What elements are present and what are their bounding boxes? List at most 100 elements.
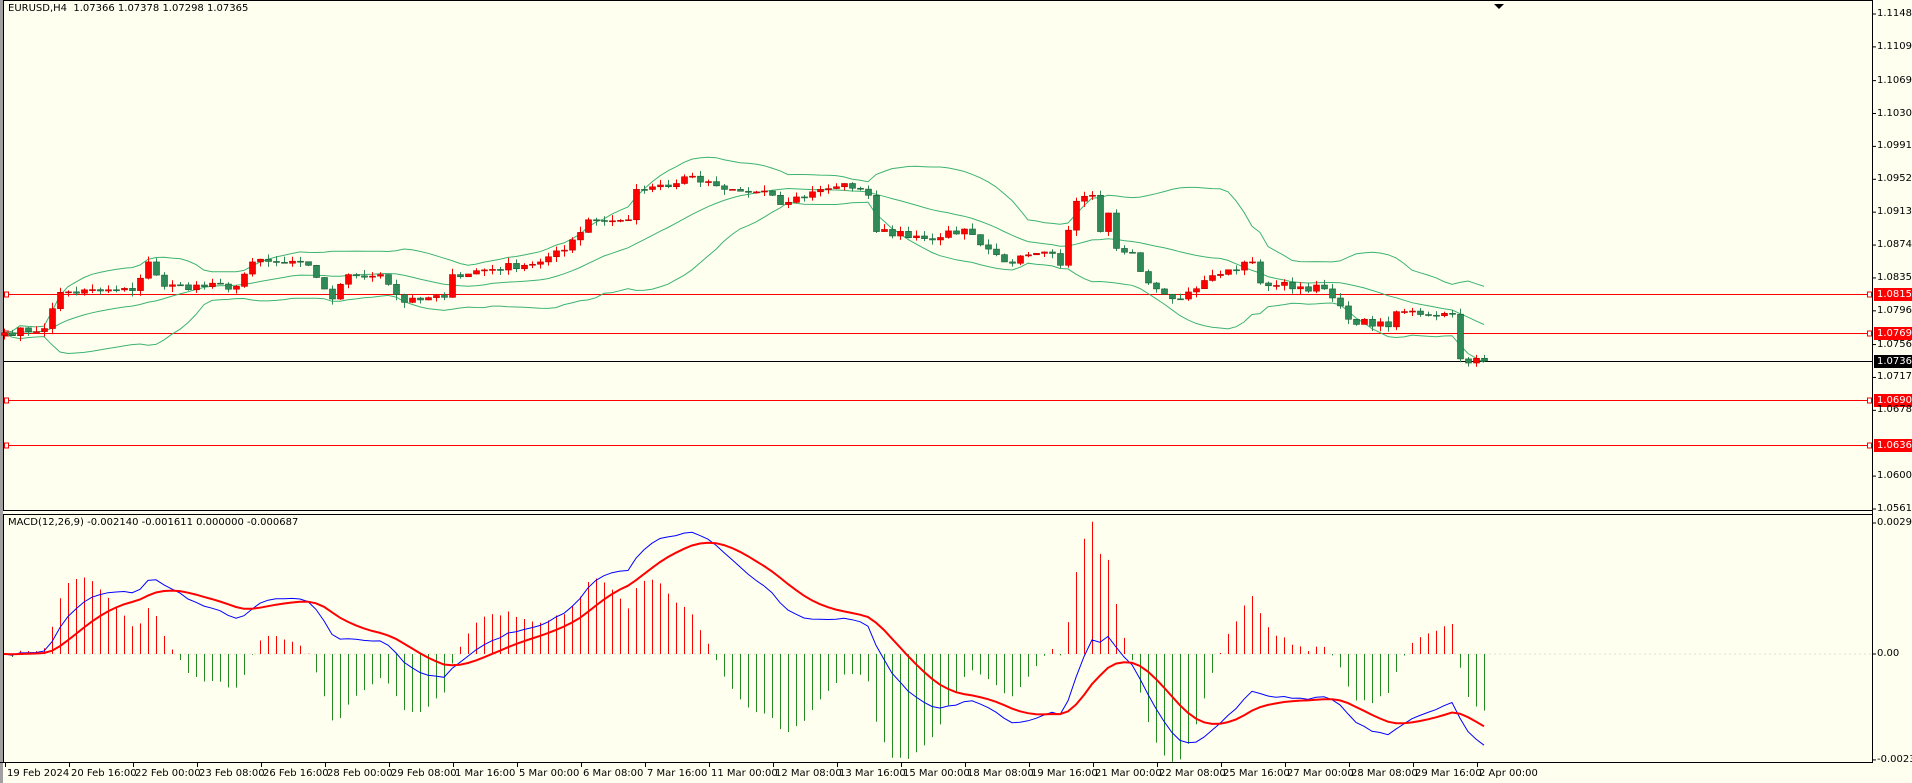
- time-axis-label: 6 Mar 08:00: [583, 768, 644, 779]
- candle: [1049, 251, 1056, 254]
- candle: [977, 234, 984, 246]
- candle: [609, 220, 616, 223]
- candle: [1385, 321, 1392, 328]
- candle: [921, 235, 928, 239]
- candle: [769, 190, 776, 196]
- price-axis-label: 1.08740: [1877, 239, 1912, 251]
- candle: [433, 295, 440, 298]
- candle: [361, 275, 368, 278]
- candle: [761, 190, 768, 193]
- time-axis-label: 28 Feb 00:00: [327, 768, 393, 779]
- candle: [665, 184, 672, 188]
- candle: [825, 188, 832, 190]
- candle: [1201, 280, 1208, 289]
- candle: [1233, 269, 1240, 272]
- candle: [785, 202, 792, 205]
- candle: [1433, 314, 1440, 317]
- candle: [1137, 252, 1144, 272]
- time-axis-tick: [965, 762, 966, 767]
- candle: [353, 274, 360, 277]
- time-axis-label: 19 Feb 2024: [7, 768, 70, 779]
- candle: [1313, 284, 1320, 292]
- candle: [1321, 284, 1328, 290]
- candle: [753, 191, 760, 194]
- level-price-tag: 1.06365: [1874, 438, 1912, 452]
- candle: [1169, 293, 1176, 300]
- candle: [969, 228, 976, 235]
- candle: [777, 195, 784, 205]
- bollinger-upper-band: [3, 156, 1485, 334]
- candle: [1177, 298, 1184, 301]
- candle: [1241, 261, 1248, 271]
- price-axis-label: 1.07170: [1877, 371, 1912, 383]
- candle: [201, 284, 208, 287]
- candle: [601, 220, 608, 222]
- time-axis-tick: [389, 762, 390, 767]
- time-axis-tick: [773, 762, 774, 767]
- candle: [305, 261, 312, 266]
- level-anchor-handle: [1867, 291, 1872, 298]
- candle: [809, 191, 816, 198]
- candle: [1025, 254, 1032, 257]
- candle: [57, 291, 64, 309]
- time-axis-label: 7 Mar 16:00: [647, 768, 708, 779]
- candle: [1441, 313, 1448, 316]
- candle: [473, 270, 480, 275]
- time-axis-tick: [325, 762, 326, 767]
- candle: [313, 264, 320, 278]
- candle: [985, 244, 992, 250]
- level-anchor-handle: [1867, 330, 1872, 337]
- time-axis-label: 2 Apr 00:00: [1479, 768, 1538, 779]
- time-axis-label: 13 Mar 16:00: [839, 768, 906, 779]
- candle: [1473, 357, 1480, 364]
- time-axis-tick: [5, 762, 6, 767]
- time-axis-tick: [1093, 762, 1094, 767]
- time-axis-tick: [1477, 762, 1478, 767]
- candle: [1065, 229, 1072, 266]
- candle: [17, 327, 24, 337]
- candle: [1129, 251, 1136, 254]
- current-price-tag: 1.07365: [1874, 354, 1912, 368]
- candle: [1425, 314, 1432, 316]
- time-axis-label: 23 Feb 08:00: [199, 768, 265, 779]
- time-axis-tick: [581, 762, 582, 767]
- candle: [641, 189, 648, 191]
- candle: [137, 277, 144, 291]
- candle: [65, 291, 72, 294]
- candle: [297, 260, 304, 263]
- time-axis-tick: [1157, 762, 1158, 767]
- candle: [1193, 288, 1200, 293]
- candle: [49, 308, 56, 329]
- candle: [721, 185, 728, 190]
- time-axis-label: 12 Mar 08:00: [775, 768, 842, 779]
- time-axis-label: 28 Mar 08:00: [1351, 768, 1418, 779]
- candle: [1009, 261, 1016, 264]
- candle: [1105, 212, 1112, 232]
- candle: [1449, 313, 1456, 315]
- candle: [577, 232, 584, 241]
- candle: [857, 187, 864, 190]
- time-axis-tick: [837, 762, 838, 767]
- candle: [417, 297, 424, 301]
- candle: [881, 229, 888, 232]
- candle: [33, 331, 40, 333]
- candle: [537, 261, 544, 265]
- level-price-tag: 1.06905: [1874, 393, 1912, 407]
- candle: [737, 189, 744, 192]
- price-axis-label: 1.10690: [1877, 74, 1912, 86]
- time-axis-label: 5 Mar 00:00: [519, 768, 580, 779]
- candle: [465, 273, 472, 278]
- candle: [1001, 254, 1008, 263]
- candle: [673, 183, 680, 188]
- candle: [817, 189, 824, 193]
- candle: [169, 284, 176, 287]
- candle: [441, 295, 448, 298]
- candle: [481, 269, 488, 272]
- candle: [873, 195, 880, 232]
- candle: [529, 263, 536, 266]
- candle: [217, 282, 224, 285]
- candle: [929, 238, 936, 241]
- candle: [1209, 275, 1216, 281]
- candle: [953, 230, 960, 235]
